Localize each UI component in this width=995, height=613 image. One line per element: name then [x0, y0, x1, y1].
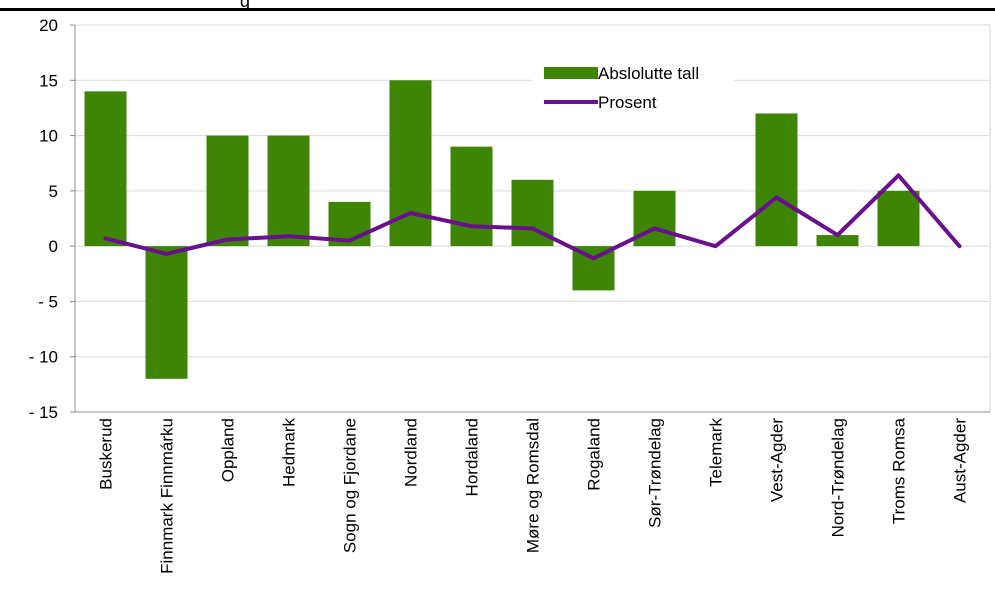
line-point — [715, 245, 716, 247]
line-point — [166, 253, 167, 255]
legend-label-bar: Abslolutte tall — [598, 64, 699, 83]
line-point — [593, 257, 594, 259]
bar — [206, 135, 249, 247]
y-tick-label: 0 — [49, 237, 58, 256]
legend-label-line: Prosent — [598, 93, 657, 112]
y-tick-label: - 15 — [29, 403, 58, 422]
x-tick-label: Vest-Agder — [768, 418, 787, 502]
x-tick-label: Finnmark Finnmárku — [158, 418, 177, 574]
line-point — [532, 227, 533, 229]
axes — [70, 24, 990, 413]
legend: Abslolutte tall Prosent — [532, 57, 734, 123]
x-tick-label: Sogn og Fjordane — [341, 418, 360, 553]
legend-swatch-bar — [544, 67, 598, 79]
bar — [267, 135, 310, 247]
title-fragment: g — [240, 0, 251, 11]
line-point — [837, 234, 838, 236]
x-tick-label: Aust-Agder — [951, 418, 970, 503]
bar — [877, 190, 920, 247]
line-point — [959, 245, 960, 247]
line-point — [654, 227, 655, 229]
bar — [145, 246, 188, 379]
x-tick-label: Hordaland — [463, 418, 482, 496]
bar — [755, 113, 798, 247]
bar — [84, 91, 127, 247]
bar-series — [84, 80, 920, 379]
x-tick-label: Rogaland — [585, 418, 604, 491]
line-point — [898, 174, 899, 176]
y-tick-label: 15 — [39, 71, 58, 90]
line-point — [105, 237, 106, 239]
x-tick-label: Troms Romsa — [890, 417, 909, 524]
y-tick-label: 20 — [39, 16, 58, 35]
line-point — [349, 240, 350, 242]
top-rule — [0, 8, 995, 11]
x-tick-label: Møre og Romsdal — [524, 418, 543, 553]
line-point — [410, 212, 411, 214]
line-point — [776, 196, 777, 198]
y-tick-label: 5 — [49, 182, 58, 201]
y-tick-label: - 10 — [29, 348, 58, 367]
bar — [450, 146, 493, 247]
x-tick-label: Buskerud — [97, 418, 116, 490]
x-tick-label: Telemark — [707, 418, 726, 487]
line-point — [288, 235, 289, 237]
bar — [816, 235, 859, 247]
line-point — [471, 225, 472, 227]
x-tick-label: Oppland — [219, 418, 238, 482]
y-tick-labels: 20 15 10 5 0 - 5 - 10 - 15 — [29, 16, 58, 422]
line-point — [227, 239, 228, 241]
x-tick-label: Sør-Trøndelag — [646, 418, 665, 528]
x-tick-label: Nordland — [402, 418, 421, 487]
y-tick-label: 10 — [39, 127, 58, 146]
x-tick-labels: Buskerud Finnmark Finnmárku Oppland Hedmark… — [97, 417, 970, 573]
x-tick-label: Nord-Trøndelag — [829, 418, 848, 537]
line-series — [103, 173, 962, 261]
y-tick-label: - 5 — [38, 292, 58, 311]
x-tick-label: Hedmark — [280, 418, 299, 487]
